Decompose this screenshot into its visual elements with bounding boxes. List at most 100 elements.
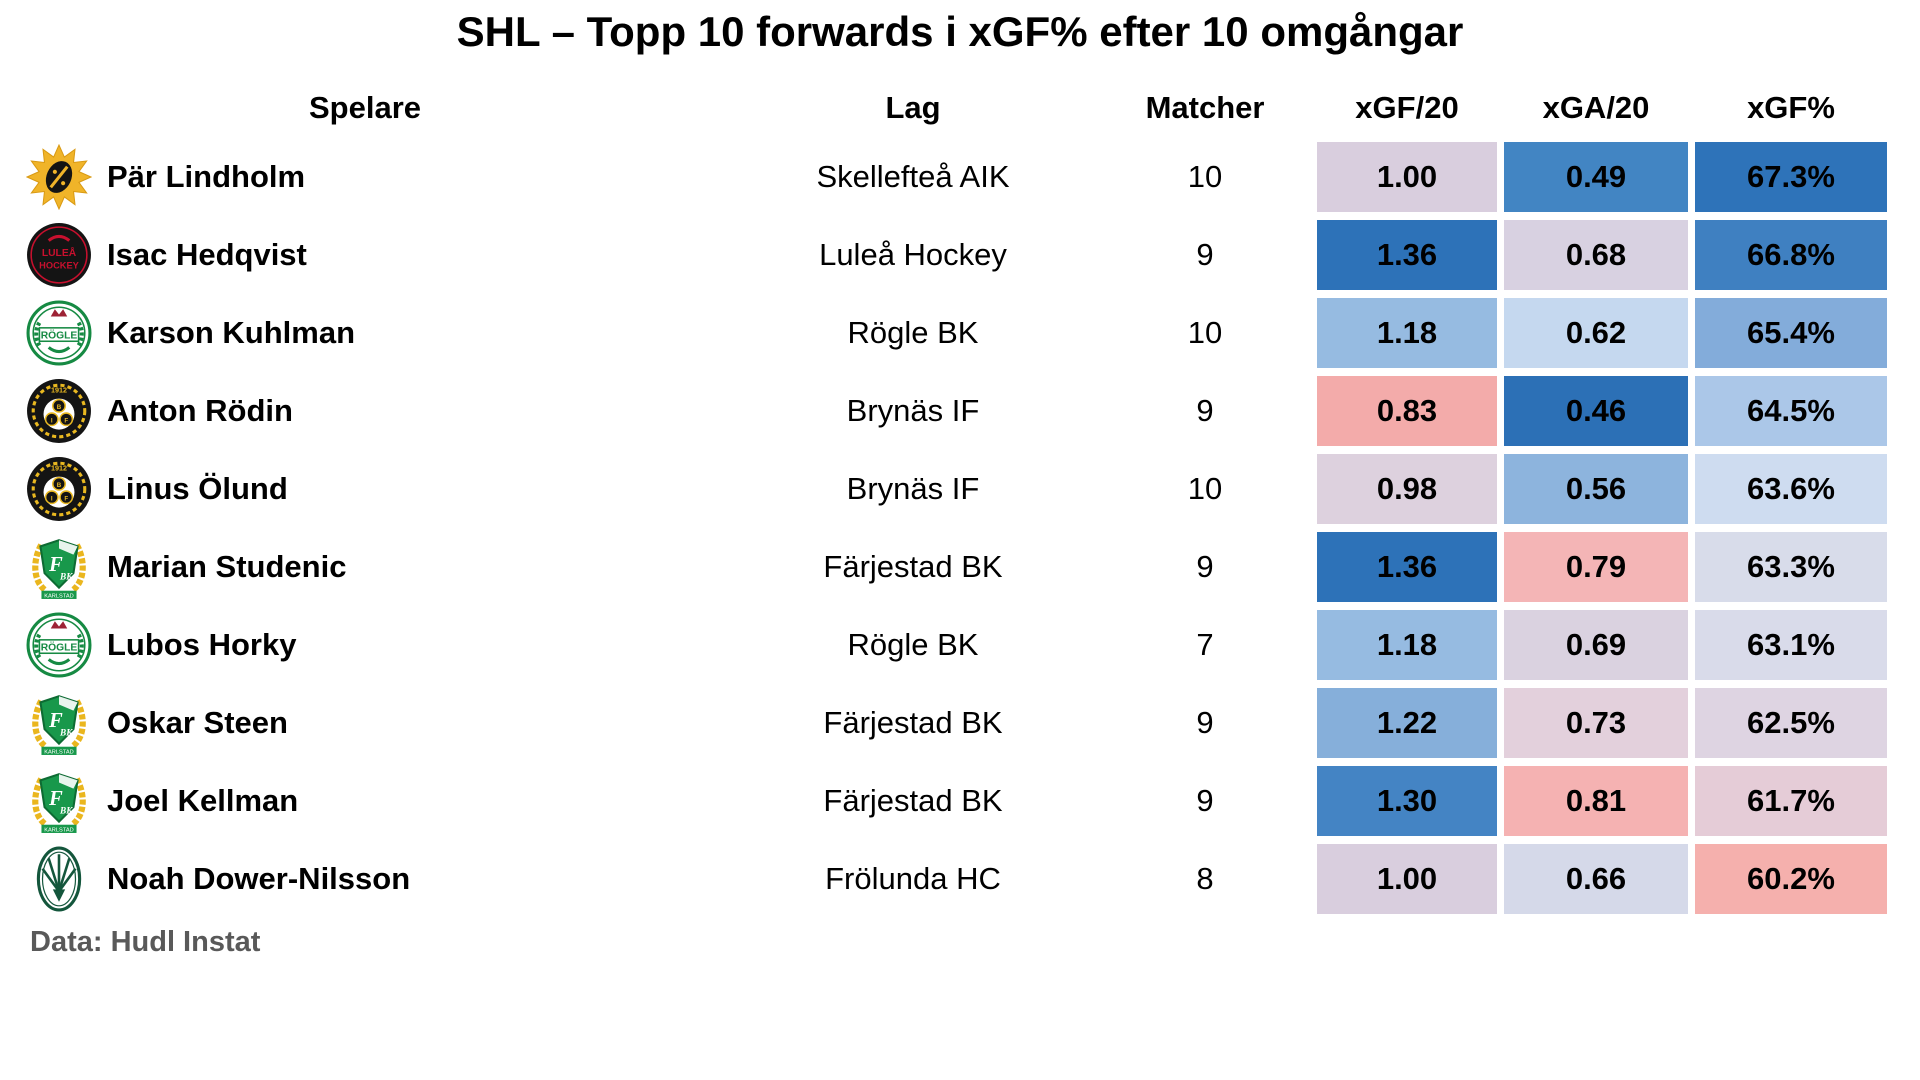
table-row: Pär Lindholm Skellefteå AIK 10 1.00 0.49…: [0, 142, 1920, 212]
xgf20-cell: 1.36: [1317, 220, 1497, 290]
player-name: Karson Kuhlman: [107, 315, 356, 350]
matches-value: 7: [1196, 627, 1214, 662]
xgf-pct-cell: 62.5%: [1695, 688, 1887, 758]
player-name: Anton Rödin: [107, 393, 293, 428]
svg-text:F: F: [48, 788, 63, 810]
player-name: Pär Lindholm: [107, 159, 306, 194]
xgf-pct-cell: 60.2%: [1695, 844, 1887, 914]
team-name: Brynäs IF: [846, 471, 980, 506]
xgf-pct-cell: 63.1%: [1695, 610, 1887, 680]
column-header-xgf20: xGF/20: [1355, 90, 1459, 125]
xgf20-cell: 0.83: [1317, 376, 1497, 446]
matches-value: 8: [1196, 861, 1214, 896]
svg-text:F: F: [48, 554, 63, 576]
player-name: Lubos Horky: [107, 627, 297, 662]
svg-text:F: F: [48, 710, 63, 732]
svg-text:BK: BK: [59, 728, 73, 738]
player-name: Linus Ölund: [107, 471, 288, 506]
rogle-bk-logo: RÖGLE: [26, 612, 92, 678]
xgf-pct-cell: 63.6%: [1695, 454, 1887, 524]
table-row: 1912 B I F Anton Rödin Brynäs IF 9 0.83 …: [0, 376, 1920, 446]
frolunda-hc-logo: [26, 846, 92, 912]
svg-text:LULEÅ: LULEÅ: [42, 246, 77, 259]
column-header-matcher: Matcher: [1145, 90, 1265, 125]
xgf-pct-cell: 63.3%: [1695, 532, 1887, 602]
xgf20-cell: 1.30: [1317, 766, 1497, 836]
xga20-cell: 0.69: [1504, 610, 1688, 680]
player-name: Isac Hedqvist: [107, 237, 307, 272]
xga20-cell: 0.49: [1504, 142, 1688, 212]
xgf20-cell: 1.18: [1317, 610, 1497, 680]
matches-value: 9: [1196, 783, 1214, 818]
xga20-cell: 0.56: [1504, 454, 1688, 524]
column-header-xga20: xGA/20: [1542, 90, 1650, 125]
table-row: RÖGLE Lubos Horky Rögle BK 7 1.18 0.69 6…: [0, 610, 1920, 680]
farjestad-bk-logo: F BK KARLSTAD: [26, 690, 92, 756]
xga20-cell: 0.46: [1504, 376, 1688, 446]
xga20-cell: 0.79: [1504, 532, 1688, 602]
xga20-cell: 0.66: [1504, 844, 1688, 914]
team-name: Rögle BK: [847, 315, 979, 350]
skelleftea-aik-logo: [26, 144, 92, 210]
team-name: Färjestad BK: [823, 705, 1003, 740]
xga20-cell: 0.68: [1504, 220, 1688, 290]
svg-text:I: I: [51, 417, 53, 424]
team-name: Rögle BK: [847, 627, 979, 662]
xgf-pct-cell: 61.7%: [1695, 766, 1887, 836]
brynas-if-logo: 1912 B I F: [26, 378, 92, 444]
xgf-pct-cell: 67.3%: [1695, 142, 1887, 212]
svg-text:1912: 1912: [51, 463, 67, 472]
svg-text:RÖGLE: RÖGLE: [41, 329, 78, 342]
xgf20-cell: 1.22: [1317, 688, 1497, 758]
xgf20-cell: 1.00: [1317, 844, 1497, 914]
team-name: Luleå Hockey: [819, 237, 1007, 272]
xgf20-cell: 1.36: [1317, 532, 1497, 602]
svg-text:KARLSTAD: KARLSTAD: [44, 593, 73, 599]
matches-value: 9: [1196, 393, 1214, 428]
matches-value: 10: [1187, 315, 1223, 350]
svg-text:B: B: [57, 482, 62, 489]
svg-text:1912: 1912: [51, 385, 67, 394]
xga20-cell: 0.73: [1504, 688, 1688, 758]
farjestad-bk-logo: F BK KARLSTAD: [26, 768, 92, 834]
player-name: Noah Dower-Nilsson: [107, 861, 411, 896]
xgf20-cell: 1.00: [1317, 142, 1497, 212]
svg-text:B: B: [57, 404, 62, 411]
svg-text:RÖGLE: RÖGLE: [41, 641, 78, 654]
table-row: LULEÅ HOCKEY Isac Hedqvist Luleå Hockey …: [0, 220, 1920, 290]
player-name: Oskar Steen: [107, 705, 288, 740]
svg-text:F: F: [64, 417, 68, 424]
xga20-cell: 0.81: [1504, 766, 1688, 836]
svg-text:KARLSTAD: KARLSTAD: [44, 749, 73, 755]
team-name: Brynäs IF: [846, 393, 980, 428]
xgf-pct-cell: 64.5%: [1695, 376, 1887, 446]
team-name: Färjestad BK: [823, 783, 1003, 818]
matches-value: 9: [1196, 237, 1214, 272]
table-row: F BK KARLSTAD Oskar Steen Färjestad BK 9…: [0, 688, 1920, 758]
svg-text:KARLSTAD: KARLSTAD: [44, 827, 73, 833]
xga20-cell: 0.62: [1504, 298, 1688, 368]
svg-text:BK: BK: [59, 572, 73, 582]
table-row: F BK KARLSTAD Marian Studenic Färjestad …: [0, 532, 1920, 602]
player-name: Marian Studenic: [107, 549, 347, 584]
page-title: SHL – Topp 10 forwards i xGF% efter 10 o…: [456, 8, 1464, 55]
data-source-credit: Data: Hudl Instat: [30, 926, 261, 958]
matches-value: 10: [1187, 159, 1223, 194]
column-header-lag: Lag: [885, 90, 941, 125]
player-name: Joel Kellman: [107, 783, 299, 818]
matches-value: 9: [1196, 705, 1214, 740]
farjestad-bk-logo: F BK KARLSTAD: [26, 534, 92, 600]
brynas-if-logo: 1912 B I F: [26, 456, 92, 522]
svg-text:I: I: [51, 495, 53, 502]
column-header-xgf-pct: xGF%: [1747, 90, 1835, 125]
xgf20-cell: 0.98: [1317, 454, 1497, 524]
xgf-pct-cell: 65.4%: [1695, 298, 1887, 368]
table-row: 1912 B I F Linus Ölund Brynäs IF 10 0.98…: [0, 454, 1920, 524]
svg-text:HOCKEY: HOCKEY: [39, 260, 79, 270]
table-row: RÖGLE Karson Kuhlman Rögle BK 10 1.18 0.…: [0, 298, 1920, 368]
table-row: F BK KARLSTAD Joel Kellman Färjestad BK …: [0, 766, 1920, 836]
team-name: Frölunda HC: [825, 861, 1001, 896]
xgf-pct-cell: 66.8%: [1695, 220, 1887, 290]
svg-text:BK: BK: [59, 806, 73, 816]
